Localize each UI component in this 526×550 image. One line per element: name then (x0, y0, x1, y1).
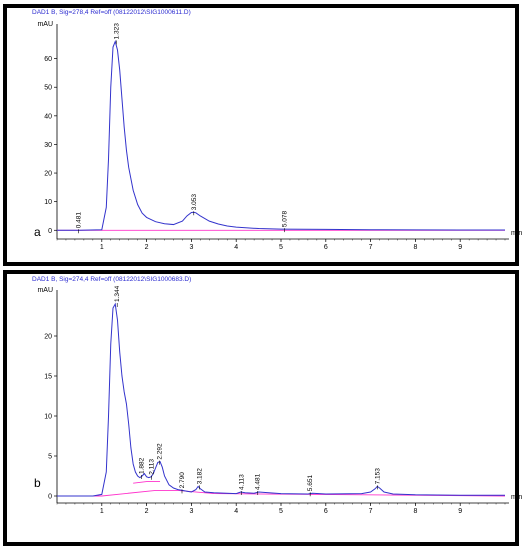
chart-b-peak-label: 2.113 (149, 459, 156, 475)
chart-a-x-tick-label: 3 (189, 244, 193, 251)
chart-b-x-tick-label: 2 (145, 508, 149, 515)
chromatogram-panel-a (3, 4, 519, 266)
chart-a-x-tick-label: 8 (413, 244, 417, 251)
chart-a-x-tick-label: 1 (100, 244, 104, 251)
chart-b-peak-label: 1.882 (138, 457, 145, 474)
chart-a-y-tick-label: 60 (44, 56, 52, 63)
chart-a-x-tick-label: 5 (279, 244, 283, 251)
chart-b-y-tick-label: 0 (48, 494, 52, 501)
chart-a-x-tick-label: 2 (145, 244, 149, 251)
chart-b-peak-label: 7.153 (374, 468, 381, 485)
chart-b-y-tick-label: 20 (44, 334, 52, 341)
chart-b-x-tick-label: 4 (234, 508, 238, 515)
chart-b-y-tick-label: 5 (48, 454, 52, 461)
chart-b-peak-label: 3.182 (197, 468, 204, 485)
chart-a-y-tick-label: 50 (44, 85, 52, 92)
chart-b-x-tick-label: 1 (100, 508, 104, 515)
chart-a-x-tick-label: 4 (234, 244, 238, 251)
chart-a-peak-label: 3.053 (191, 194, 198, 211)
chart-b-x-tick-label: 7 (369, 508, 373, 515)
chart-a-x-label: min (511, 230, 522, 237)
chart-b-y-tick-label: 10 (44, 414, 52, 421)
chart-a-x-tick-label: 6 (324, 244, 328, 251)
chart-b-title: DAD1 B, Sig=274,4 Ref=off (08122012\SIG1… (32, 276, 192, 283)
chart-b-panel-label: b (34, 476, 41, 490)
chart-b-x-tick-label: 8 (413, 508, 417, 515)
chart-b-x-tick-label: 9 (458, 508, 462, 515)
chart-a-signal-trace (57, 39, 505, 231)
chart-b-integration-baseline (133, 481, 161, 484)
chart-a-peak-label: 0.481 (76, 212, 83, 229)
chart-b-signal-trace (57, 302, 505, 497)
chart-a-y-tick-label: 0 (48, 228, 52, 235)
chart-b-peak-label: 1.344 (114, 285, 121, 302)
chart-b-x-tick-label: 6 (324, 508, 328, 515)
chart-b-peak-label: 4.113 (238, 474, 245, 490)
chart-b-peak-label: 4.481 (255, 473, 262, 490)
chart-b-y-tick-label: 15 (44, 374, 52, 381)
chart-a-title: DAD1 B, Sig=278,4 Ref=off (08122012\SIG1… (32, 9, 191, 16)
chart-b-x-tick-label: 3 (189, 508, 193, 515)
chart-a-peak-label: 5.078 (281, 210, 288, 227)
chart-a-y-tick-label: 30 (44, 142, 52, 149)
chart-a-panel-label: a (34, 225, 41, 239)
chart-a-y-tick-label: 20 (44, 171, 52, 178)
chromatogram-panel-b (3, 270, 519, 546)
chart-a-y-label: mAU (37, 21, 53, 28)
chart-b-y-label: mAU (37, 287, 53, 294)
chart-a-x-tick-label: 7 (369, 244, 373, 251)
chart-b-peak-label: 2.292 (157, 443, 164, 460)
chart-b-peak-label: 5.651 (307, 475, 314, 492)
chart-a-x-tick-label: 9 (458, 244, 462, 251)
chart-a-y-tick-label: 10 (44, 199, 52, 206)
chart-a-y-tick-label: 40 (44, 113, 52, 120)
chart-b-x-tick-label: 5 (279, 508, 283, 515)
chart-b-x-label: min (511, 494, 522, 501)
chart-a-peak-label: 1.323 (113, 23, 120, 40)
chart-b-peak-label: 2.790 (179, 472, 186, 489)
